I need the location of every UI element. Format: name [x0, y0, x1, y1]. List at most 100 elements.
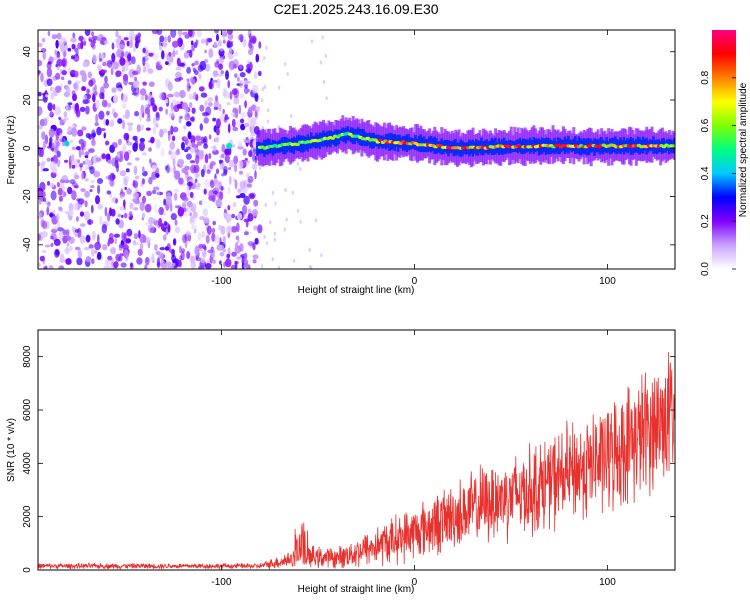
- heatmap-cell: [253, 225, 258, 231]
- heatmap-cell: [103, 265, 111, 269]
- snr-x-label: Height of straight line (km): [298, 584, 415, 595]
- heatmap-cell: [252, 259, 257, 264]
- heatmap-cell: [122, 103, 127, 109]
- heatmap-cell: [239, 243, 244, 252]
- heatmap-cell: [149, 158, 152, 164]
- heatmap-cell: [79, 235, 87, 244]
- heatmap-cell: [249, 193, 255, 200]
- heatmap-cell: [200, 92, 208, 98]
- heatmap-cell: [79, 163, 83, 168]
- heatmap-cell: [144, 107, 151, 115]
- heatmap-cell: [237, 141, 243, 149]
- heatmap-cell: [284, 187, 287, 192]
- heatmap-cell: [141, 212, 146, 219]
- heatmap-cell: [101, 99, 108, 108]
- heatmap-cell: [75, 80, 81, 85]
- heatmap-cell: [41, 191, 46, 198]
- heatmap-cell: [216, 73, 224, 77]
- heatmap-cell: [249, 123, 253, 127]
- heatmap-cell: [194, 246, 200, 256]
- heatmap-cell: [55, 85, 62, 94]
- heatmap-cell: [171, 259, 178, 263]
- heatmap-cell: [38, 106, 43, 116]
- heatmap-cell: [77, 129, 84, 137]
- heatmap-cell: [165, 108, 169, 115]
- heatmap-cell: [250, 133, 255, 137]
- heatmap-cell: [79, 223, 86, 227]
- heatmap-cell: [203, 117, 209, 124]
- heatmap-cell: [63, 50, 67, 58]
- heatmap-cell: [150, 97, 155, 106]
- heatmap-cell: [301, 135, 304, 153]
- heatmap-cell: [55, 249, 60, 256]
- heatmap-cell: [251, 37, 256, 44]
- heatmap-cell: [220, 70, 224, 75]
- heatmap-cell: [71, 43, 76, 50]
- heatmap-cell: [195, 94, 199, 101]
- heatmap-cell: [105, 259, 111, 266]
- heatmap-cell: [65, 104, 69, 110]
- heatmap-cell: [115, 218, 120, 225]
- heatmap-cell: [177, 206, 185, 217]
- heatmap-cell: [85, 151, 90, 155]
- heatmap-cell: [181, 167, 186, 174]
- heatmap-cell: [158, 206, 165, 216]
- heatmap-cell: [239, 64, 243, 70]
- heatmap-cell: [263, 85, 267, 90]
- heatmap-cell: [138, 230, 141, 239]
- heatmap-cell: [58, 116, 61, 120]
- heatmap-cell: [99, 58, 103, 62]
- heatmap-cell: [142, 166, 145, 173]
- heatmap-cell: [98, 110, 105, 120]
- heatmap-cell: [44, 265, 48, 269]
- heatmap-cell: [116, 87, 123, 92]
- heatmap-cell: [215, 198, 223, 208]
- heatmap-cell: [60, 37, 67, 44]
- heatmap-cell: [248, 39, 253, 49]
- heatmap-cell: [40, 218, 45, 228]
- heatmap-cell: [227, 123, 231, 134]
- heatmap-cell: [100, 40, 103, 45]
- heatmap-cell: [123, 151, 130, 161]
- heatmap-cell: [196, 140, 203, 146]
- heatmap-cell: [57, 188, 63, 196]
- heatmap-cell: [64, 140, 70, 147]
- heatmap-cell: [108, 123, 115, 127]
- heatmap-cell: [170, 125, 174, 135]
- heatmap-cell: [234, 73, 238, 78]
- heatmap-cell: [83, 211, 90, 221]
- heatmap-cell: [129, 202, 134, 210]
- heatmap-cell: [244, 122, 250, 127]
- colorbar-gradient: [712, 30, 736, 269]
- heatmap-cell: [133, 233, 139, 240]
- heatmap-cell: [67, 126, 73, 136]
- heatmap-cell: [81, 126, 87, 131]
- heatmap-cell: [181, 102, 189, 110]
- heatmap-cell: [173, 192, 178, 201]
- heatmap-cell: [100, 53, 105, 59]
- heatmap-cell: [203, 188, 207, 195]
- heatmap-cell: [243, 86, 249, 95]
- heatmap-cell: [65, 246, 70, 255]
- heatmap-cell: [56, 32, 62, 40]
- heatmap-cell: [225, 213, 232, 223]
- heatmap-cell: [100, 73, 104, 78]
- heatmap-cell: [158, 106, 163, 112]
- heatmap-cell: [219, 260, 222, 265]
- heatmap-cell: [157, 190, 160, 196]
- heatmap-cell: [46, 181, 51, 186]
- heatmap-cell: [122, 73, 129, 82]
- heatmap-cell: [256, 141, 259, 156]
- heatmap-cell: [226, 101, 231, 106]
- heatmap-cell: [273, 231, 276, 236]
- heatmap-cell: [98, 34, 104, 39]
- heatmap-cell: [215, 168, 220, 175]
- heatmap-cell: [212, 220, 216, 226]
- heatmap-cell: [127, 125, 133, 132]
- heatmap-cell: [188, 30, 193, 37]
- heatmap-cell: [111, 87, 117, 93]
- heatmap-cell: [499, 141, 502, 155]
- heatmap-cell: [40, 72, 44, 83]
- heatmap-cell: [212, 145, 217, 152]
